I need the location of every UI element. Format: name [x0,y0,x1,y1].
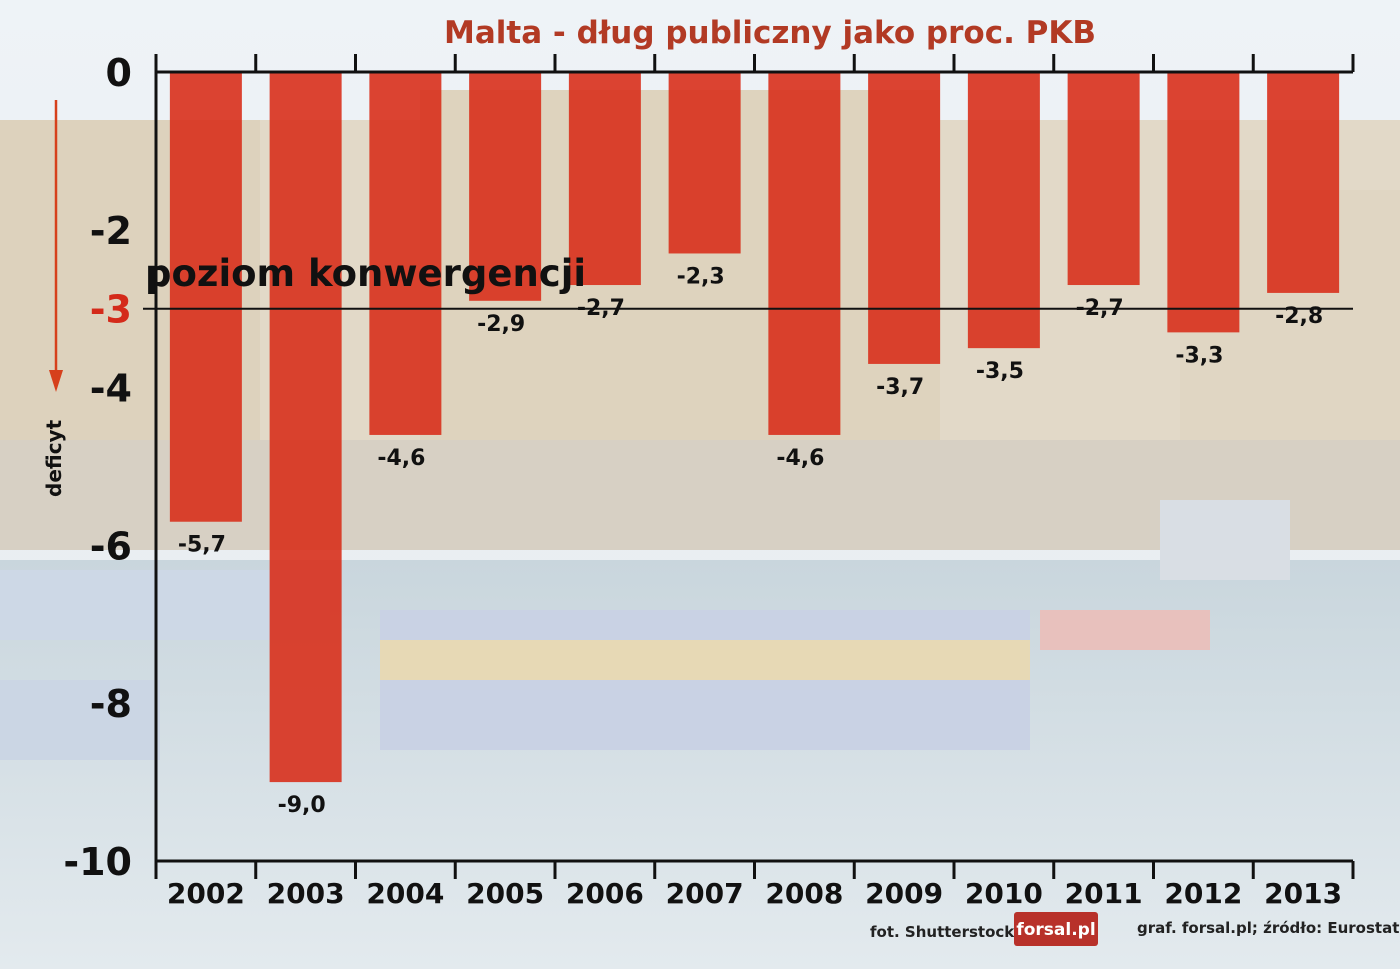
forsal-logo-text: forsal.pl [1016,920,1095,940]
x-tick-label-2007: 2007 [666,877,744,910]
data-label-2007: -2,3 [677,264,725,289]
data-label-2003: -9,0 [278,793,326,818]
chart-title: Malta - dług publiczny jako proc. PKB [444,15,1096,51]
bar-2003 [269,72,342,783]
data-label-2010: -3,5 [976,359,1024,384]
bar-2002 [169,72,242,522]
bar-2006 [568,72,641,286]
y-tick-label: -8 [90,682,132,726]
bar-2004 [369,72,442,435]
x-tick-label-2009: 2009 [865,877,943,910]
x-tick-label-2005: 2005 [466,877,544,910]
deficit-arrow-head [49,370,63,392]
bar-2005 [469,72,542,301]
y-tick-label: -2 [90,209,132,253]
y-tick-label: -3 [90,288,132,332]
data-label-2004: -4,6 [377,446,425,471]
deficit-arrow [49,100,63,392]
bar-2010 [967,72,1040,349]
data-label-2013: -2,8 [1275,304,1323,329]
bars-group [169,72,1340,783]
source-credit: graf. forsal.pl; źródło: Eurostat [1137,919,1399,937]
bar-2013 [1267,72,1340,293]
y-tick-label: -6 [90,524,132,568]
x-tick-label-2004: 2004 [366,877,444,910]
bar-2012 [1167,72,1240,333]
y-tick-label: -10 [63,840,132,884]
forsal-logo-box [1014,912,1098,946]
data-label-2009: -3,7 [876,375,924,400]
photo-credit: fot. Shutterstock [870,923,1015,941]
data-label-2012: -3,3 [1175,343,1223,368]
y-tick-label: 0 [106,51,132,95]
bar-2009 [868,72,941,364]
x-tick-label-2008: 2008 [765,877,843,910]
bar-2007 [668,72,741,254]
x-tick-label-2003: 2003 [267,877,345,910]
data-label-2002: -5,7 [178,533,226,558]
data-labels: -5,7-9,0-4,6-2,9-2,7-2,3-4,6-3,7-3,5-2,7… [178,264,1323,818]
x-tick-labels: 2002 2003 2004 2005 2006 2007 2008 2009 2010 2011… [167,877,1342,910]
x-tick-label-2011: 2011 [1065,877,1143,910]
forsal-logo: forsal.pl [1014,912,1098,946]
y-axis-label: deficyt [42,419,66,497]
data-label-2005: -2,9 [477,312,525,337]
convergence-threshold-label: poziom konwergencji [145,252,586,295]
axes [154,54,1355,879]
bar-2008 [768,72,841,435]
bar-2011 [1067,72,1140,286]
x-tick-label-2006: 2006 [566,877,644,910]
x-tick-label-2012: 2012 [1164,877,1242,910]
y-tick-label: -4 [90,367,132,411]
data-label-2008: -4,6 [776,446,824,471]
x-tick-label-2002: 2002 [167,877,245,910]
x-tick-label-2010: 2010 [965,877,1043,910]
y-tick-labels: 0 -2 -3 -4 -6 -8 -10 [63,51,132,884]
x-tick-label-2013: 2013 [1264,877,1342,910]
